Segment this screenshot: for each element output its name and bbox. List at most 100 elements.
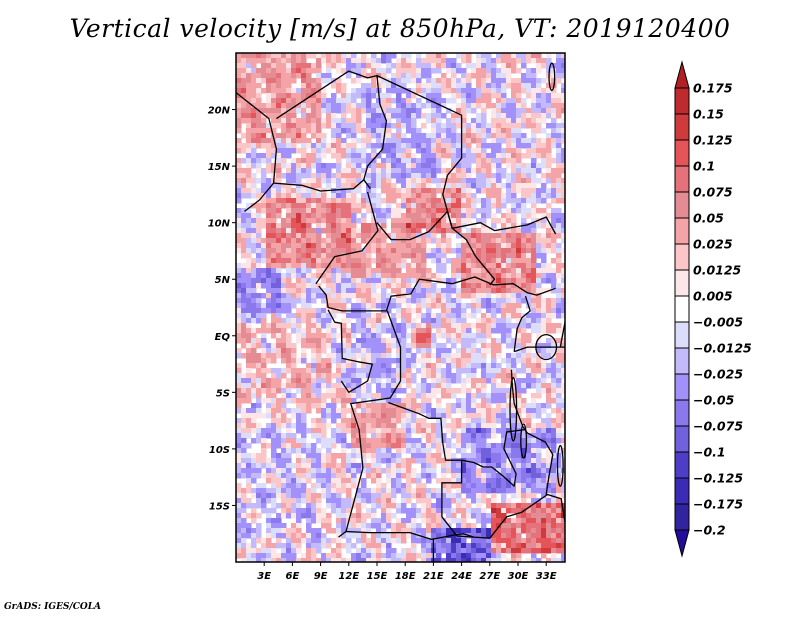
field-cell [261,243,267,249]
field-cell [331,373,337,379]
field-cell [416,383,422,389]
field-cell [521,88,527,94]
field-cell [356,298,362,304]
field-cell [491,203,497,209]
field-cell [456,298,462,304]
field-cell [371,53,377,59]
field-cell [556,68,562,74]
field-cell [391,333,397,339]
field-cell [271,208,277,214]
field-cell [256,143,262,149]
field-cell [376,183,382,189]
field-cell [376,283,382,289]
field-cell [411,63,417,69]
field-cell [321,363,327,369]
field-cell [246,238,252,244]
field-cell [431,108,437,114]
field-cell [506,293,512,299]
field-cell [541,198,547,204]
field-cell [561,358,565,364]
field-cell [296,413,302,419]
field-cell [346,373,352,379]
field-cell [511,153,517,159]
field-cell [546,148,552,154]
field-cell [301,198,307,204]
field-cell [486,253,492,259]
field-cell [346,408,352,414]
field-cell [426,248,432,254]
field-cell [266,468,272,474]
field-cell [466,303,472,309]
field-cell [456,288,462,294]
field-cell [466,123,472,129]
field-cell [396,213,402,219]
field-cell [426,253,432,259]
field-cell [421,173,427,179]
field-cell [236,393,242,399]
field-cell [256,138,262,144]
field-cell [271,188,277,194]
field-cell [496,173,502,179]
field-cell [466,458,472,464]
field-cell [431,378,437,384]
field-cell [286,193,292,199]
field-cell [461,168,467,174]
field-cell [436,358,442,364]
field-cell [256,213,262,219]
field-cell [356,178,362,184]
field-cell [471,128,477,134]
field-cell [371,128,377,134]
field-cell [441,478,447,484]
field-cell [316,348,322,354]
field-cell [471,203,477,209]
field-cell [526,363,532,369]
field-cell [316,353,322,359]
field-cell [351,448,357,454]
field-cell [246,233,252,239]
field-cell [406,138,412,144]
field-cell [351,393,357,399]
field-cell [426,203,432,209]
field-cell [331,258,337,264]
field-cell [481,58,487,64]
field-cell [276,103,282,109]
field-cell [371,143,377,149]
field-cell [366,288,372,294]
field-cell [331,143,337,149]
field-cell [516,53,522,59]
field-cell [471,228,477,234]
field-cell [526,208,532,214]
field-cell [486,68,492,74]
field-cell [296,473,302,479]
field-cell [511,63,517,69]
field-cell [351,418,357,424]
field-cell [406,113,412,119]
field-cell [511,278,517,284]
field-cell [236,403,242,409]
field-cell [536,253,542,259]
field-cell [271,468,277,474]
field-cell [526,83,532,89]
field-cell [321,443,327,449]
field-cell [356,228,362,234]
field-cell [251,458,257,464]
field-cell [461,423,467,429]
field-cell [516,448,522,454]
field-cell [326,103,332,109]
field-cell [541,253,547,259]
field-cell [306,173,312,179]
field-cell [276,438,282,444]
field-cell [516,118,522,124]
field-cell [456,418,462,424]
field-cell [251,478,257,484]
field-cell [271,73,277,79]
field-cell [261,398,267,404]
field-cell [551,303,557,309]
field-cell [316,283,322,289]
field-cell [461,238,467,244]
field-cell [336,53,342,59]
field-cell [331,148,337,154]
field-cell [486,458,492,464]
field-cell [501,198,507,204]
field-cell [426,233,432,239]
